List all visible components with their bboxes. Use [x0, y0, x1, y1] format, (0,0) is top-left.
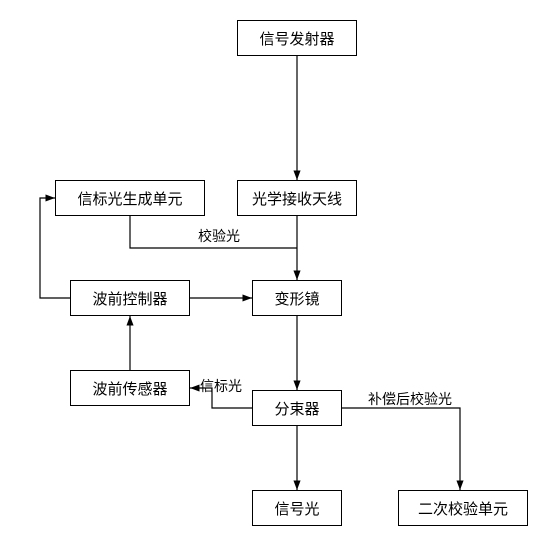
node-label: 波前传感器 — [92, 378, 167, 399]
node-label: 变形镜 — [274, 288, 319, 309]
node-optical-antenna: 光学接收天线 — [237, 180, 357, 216]
edges-layer — [0, 0, 543, 557]
edge-splitter-to-second — [342, 408, 460, 490]
edge-label-check-light: 校验光 — [198, 226, 240, 246]
node-splitter: 分束器 — [252, 390, 342, 426]
node-beacon-gen: 信标光生成单元 — [55, 180, 205, 216]
node-second-check: 二次校验单元 — [398, 490, 528, 526]
node-signal-emitter: 信号发射器 — [237, 20, 357, 56]
edge-label-comp-check-light: 补偿后校验光 — [368, 389, 452, 409]
node-label: 信号光 — [274, 498, 319, 519]
node-label: 信标光生成单元 — [77, 188, 182, 209]
node-label: 二次校验单元 — [418, 498, 508, 519]
node-label: 光学接收天线 — [252, 188, 342, 209]
node-wavefront-ctrl: 波前控制器 — [70, 280, 190, 316]
node-label: 分束器 — [274, 398, 319, 419]
edge-label-beacon-light: 信标光 — [200, 376, 242, 396]
node-signal-light: 信号光 — [252, 490, 342, 526]
node-wavefront-sensor: 波前传感器 — [70, 370, 190, 406]
node-label: 信号发射器 — [259, 28, 334, 49]
node-deform-mirror: 变形镜 — [252, 280, 342, 316]
node-label: 波前控制器 — [92, 288, 167, 309]
